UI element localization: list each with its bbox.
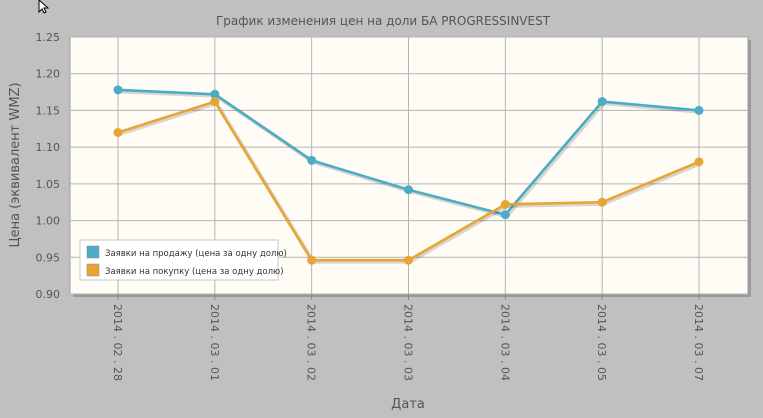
x-tick-label: 2014 . 03 . 07 [692, 304, 705, 381]
legend-swatch [86, 263, 100, 277]
x-axis-label: Дата [391, 397, 425, 412]
data-point-2 [500, 199, 510, 209]
y-axis-label: Цена (эквивалент WMZ) [8, 82, 23, 247]
legend-box [79, 239, 279, 281]
y-tick-label: 1.10 [36, 141, 61, 154]
data-point-2 [597, 197, 607, 207]
data-point-2 [113, 127, 123, 137]
data-point-2 [694, 157, 704, 167]
data-point-2 [307, 255, 317, 265]
data-point-1 [500, 210, 510, 220]
data-point-2 [404, 255, 413, 265]
chart-legend: Заявки на продажу (цена за одну долю) Зая… [79, 239, 287, 281]
data-point-1 [597, 97, 607, 107]
data-point-1 [404, 185, 413, 195]
data-point-1 [210, 89, 220, 99]
y-tick-label: 1.20 [36, 68, 61, 81]
legend-swatch [86, 245, 100, 259]
x-tick-label: 2014 . 02 . 28 [111, 304, 124, 381]
y-tick-label: 0.90 [36, 288, 61, 301]
x-tick-label: 2014 . 03 . 01 [208, 304, 221, 381]
x-tick-label: 2014 . 03 . 02 [305, 304, 318, 381]
data-point-1 [307, 155, 317, 165]
y-tick-label: 1.15 [36, 104, 61, 117]
y-tick-label: 0.95 [36, 251, 61, 264]
legend-label: Заявки на продажу (цена за одну долю) [105, 249, 287, 259]
mouse-cursor-icon [38, 0, 50, 14]
data-point-2 [210, 97, 220, 107]
x-tick-label: 2014 . 03 . 03 [402, 304, 415, 381]
legend-label: Заявки на покупку (цена за одну долю) [105, 267, 284, 277]
data-point-1 [694, 105, 704, 115]
data-point-1 [113, 85, 123, 95]
plot-area: 0.90 0.95 1.00 1.05 1.10 1.15 1.20 1.25 2014 . 0… [36, 31, 751, 381]
x-tick-label: 2014 . 03 . 05 [595, 304, 608, 381]
x-tick-label: 2014 . 03 . 04 [498, 304, 511, 381]
y-tick-label: 1.25 [36, 31, 61, 44]
y-tick-label: 1.00 [36, 215, 61, 228]
y-tick-label: 1.05 [36, 178, 61, 191]
chart-title: График изменения цен на доли БА PROGRESS… [216, 14, 551, 28]
